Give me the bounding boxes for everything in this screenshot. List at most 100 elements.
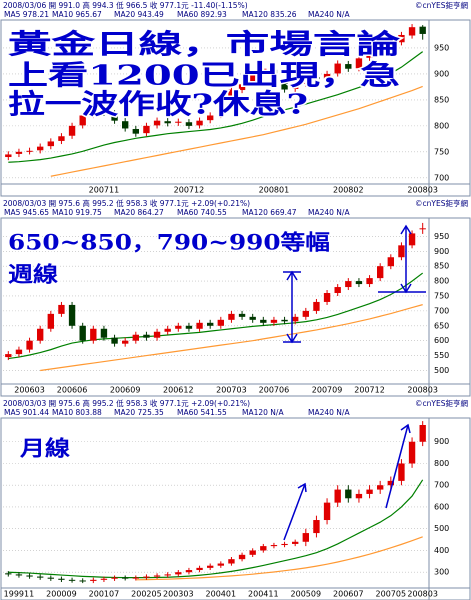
candle-body <box>302 76 309 84</box>
candle-body <box>270 69 278 82</box>
candle-body <box>270 545 278 547</box>
ma-label: MA60 740.55 <box>177 208 227 217</box>
candle-body <box>15 574 23 576</box>
x-tick-label: 200712 <box>174 186 205 195</box>
y-tick-label: 500 <box>434 366 449 375</box>
panel-frame <box>0 19 471 197</box>
arrow-head <box>297 482 307 493</box>
candle-body <box>175 121 182 123</box>
candle-body <box>37 328 44 341</box>
arrow-head <box>286 333 298 344</box>
arrow-head <box>286 270 298 281</box>
ma-label: MA10 919.75 <box>52 208 102 217</box>
candle-body <box>398 34 405 43</box>
y-tick-label: 600 <box>434 502 449 511</box>
candle-body <box>111 337 118 344</box>
ma-label: MA120 835.26 <box>242 10 297 19</box>
x-tick-label: 200401 <box>206 590 237 599</box>
candle-body <box>323 73 331 79</box>
y-tick-label: 950 <box>434 232 449 241</box>
candle-body <box>281 319 288 322</box>
x-tick-label: 200803 <box>407 186 438 195</box>
candle-body <box>196 567 203 571</box>
x-tick-label: 200606 <box>57 386 88 395</box>
y-tick-label: 400 <box>434 546 449 555</box>
annotation: 上看1200已出現，急 <box>8 60 400 92</box>
x-tick-label: 200107 <box>89 590 120 599</box>
candle-body <box>302 533 309 542</box>
candle-body <box>260 546 267 551</box>
candle-body <box>47 313 54 329</box>
candle-body <box>90 579 97 581</box>
x-tick-label: 200603 <box>14 386 45 395</box>
x-tick-label: 200706 <box>259 386 290 395</box>
y-tick-label: 700 <box>434 306 449 315</box>
x-tick-label: 200712 <box>354 386 385 395</box>
candle-body <box>249 550 256 555</box>
ma-label: MA240 N/A <box>308 408 350 417</box>
x-tick-label: 200509 <box>291 590 322 599</box>
candle-body <box>207 115 214 121</box>
candle-body <box>334 63 341 74</box>
candle-body <box>132 128 139 134</box>
candle-body <box>228 89 235 100</box>
candle-body <box>377 45 384 52</box>
annotation: 拉一波作收?休息? <box>8 89 308 121</box>
candle-body <box>164 121 171 124</box>
candle-body <box>313 77 320 80</box>
candle-body <box>313 520 320 534</box>
annotation: 650~850，790~990等幅 <box>8 230 330 255</box>
candle-body <box>334 489 341 503</box>
candle-body <box>387 480 394 486</box>
y-tick-label: 800 <box>434 277 449 286</box>
candle-body <box>153 331 161 338</box>
x-tick-label: 200705 <box>376 590 407 599</box>
y-tick-label: 850 <box>434 262 449 271</box>
y-tick-label: 550 <box>434 351 449 360</box>
candle-body <box>408 441 416 464</box>
x-tick-label: 200802 <box>333 186 364 195</box>
watermark: ©cnYES鉅亨網 <box>415 398 468 408</box>
annotation: 週線 <box>8 262 58 287</box>
candle-body <box>185 570 193 573</box>
candle-body <box>302 310 309 317</box>
ma-label: MA240 N/A <box>308 10 350 19</box>
candle-body <box>419 425 426 442</box>
candle-body <box>164 328 171 332</box>
candle-body <box>132 577 139 579</box>
candle-body <box>79 580 86 582</box>
ma-label: MA120 N/A <box>242 408 284 417</box>
candle-body <box>207 322 214 326</box>
y-tick-label: 900 <box>434 437 449 446</box>
candle-body <box>345 64 352 69</box>
y-tick-label: 500 <box>434 524 449 533</box>
candle-body <box>419 228 426 230</box>
candle-body <box>26 575 33 577</box>
candle-body <box>175 325 182 329</box>
candle-body <box>164 574 171 576</box>
candle-body <box>185 325 193 329</box>
annotation: 月線 <box>19 436 70 461</box>
candle-body <box>26 150 33 152</box>
candle-body <box>68 579 76 581</box>
candle-body <box>323 293 331 302</box>
x-tick-label: 200607 <box>333 590 364 599</box>
candle-body <box>143 576 150 578</box>
x-tick-label: 200709 <box>312 386 343 395</box>
x-tick-label: 200205 <box>131 590 162 599</box>
x-tick-label: 200703 <box>216 386 247 395</box>
x-tick-label: 200803 <box>407 386 438 395</box>
candle-body <box>249 316 256 320</box>
candle-body <box>175 572 182 575</box>
candle-body <box>153 575 161 577</box>
candle-body <box>377 485 384 490</box>
candle-body <box>5 573 12 575</box>
candle-body <box>122 577 129 579</box>
arrow-head <box>400 423 411 434</box>
panel-frame <box>0 417 471 600</box>
candle-body <box>26 340 33 350</box>
candle-body <box>355 493 363 499</box>
ma-line <box>8 479 424 579</box>
x-tick-label: 200609 <box>110 386 141 395</box>
